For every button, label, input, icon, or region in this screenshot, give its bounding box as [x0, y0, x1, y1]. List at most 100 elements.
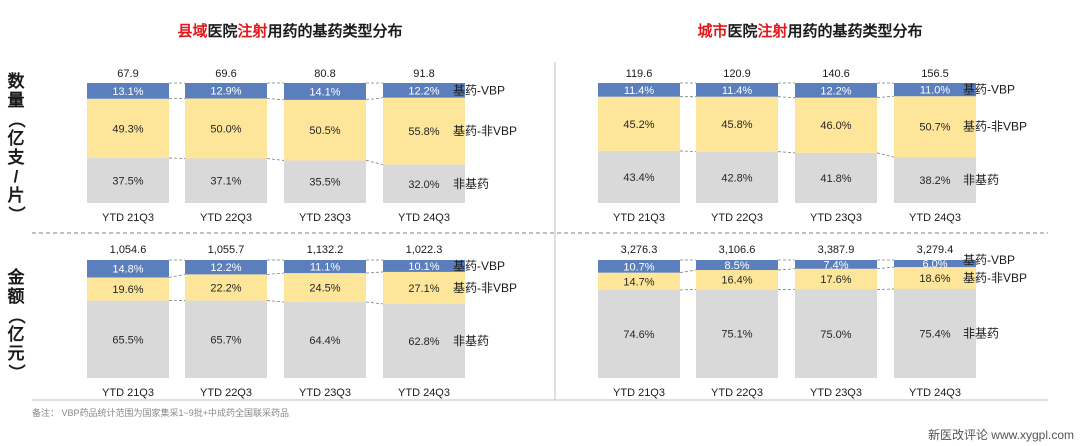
connector-line — [679, 288, 697, 291]
total-label: 3,106.6 — [719, 244, 756, 256]
data-label-nonvbp: 50.5% — [309, 125, 340, 137]
bar-segment-vbp — [894, 260, 976, 268]
row-label-amount: 金 额 （ 亿 元 ） — [6, 268, 26, 381]
city-panel-title: 城市医院注射用药的基药类型分布 — [620, 20, 1000, 41]
total-label: 69.6 — [215, 68, 236, 80]
bar-segment-vbp — [383, 260, 465, 272]
data-label-nonvbp: 49.3% — [112, 123, 143, 135]
bar-segment-nonbasic — [284, 160, 366, 203]
total-label: 1,055.7 — [208, 244, 245, 256]
category-label: YTD 21Q3 — [613, 387, 665, 399]
bar-segment-nonvbp — [383, 97, 465, 165]
data-label-nonbasic: 62.8% — [408, 336, 439, 348]
data-label-nonbasic: 65.5% — [112, 334, 143, 346]
bar-segment-vbp — [598, 260, 680, 273]
title-highlight-injection: 注射 — [757, 23, 788, 40]
connector-line — [168, 157, 186, 159]
data-label-nonvbp: 14.7% — [623, 276, 654, 288]
legend-nonvbp: 基药-非VBP — [963, 120, 1027, 134]
row-label-volume: 数 量 （ 亿 支 / 片 ） — [6, 72, 26, 223]
total-label: 120.9 — [723, 68, 751, 80]
bar-segment-vbp — [284, 83, 366, 100]
connector-line — [266, 300, 285, 303]
data-label-vbp: 12.2% — [408, 85, 439, 97]
title-highlight-county: 县域 — [177, 23, 208, 40]
bar-segment-nonbasic — [284, 302, 366, 378]
category-label: YTD 24Q3 — [398, 387, 450, 399]
bar-segment-vbp — [894, 83, 976, 97]
connector-line — [777, 268, 796, 271]
total-label: 3,279.4 — [917, 244, 954, 256]
bar-segment-nonvbp — [284, 99, 366, 161]
data-label-vbp: 8.5% — [724, 260, 749, 272]
data-label-nonbasic: 74.6% — [623, 329, 654, 341]
data-label-vbp: 6.0% — [922, 259, 947, 271]
bar-segment-nonvbp — [598, 96, 680, 151]
category-label: YTD 24Q3 — [909, 387, 961, 399]
data-label-nonvbp: 45.2% — [623, 119, 654, 131]
county-panel-title: 县域医院注射用药的基药类型分布 — [100, 20, 480, 41]
title-highlight-injection: 注射 — [237, 23, 268, 40]
bar-segment-nonbasic — [383, 303, 465, 378]
data-label-vbp: 10.1% — [408, 261, 439, 273]
bar-segment-nonbasic — [795, 152, 877, 203]
data-label-vbp: 7.4% — [823, 259, 848, 271]
legend-vbp: 基药-VBP — [453, 83, 505, 97]
bar-segment-vbp — [696, 260, 778, 271]
data-label-nonbasic: 75.4% — [919, 329, 950, 341]
legend-nonvbp: 基药-非VBP — [453, 281, 517, 295]
connector-line — [876, 95, 895, 99]
data-label-nonbasic: 64.4% — [309, 335, 340, 347]
category-label: YTD 23Q3 — [299, 212, 351, 224]
data-label-nonbasic: 37.1% — [210, 176, 241, 188]
footnote: 备注： VBP药品统计范围为国家集采1~9批+中成药全国联采药品 — [32, 408, 290, 418]
data-label-nonbasic: 43.4% — [623, 172, 654, 184]
bar-segment-nonvbp — [696, 96, 778, 152]
category-label: YTD 22Q3 — [711, 387, 763, 399]
connector-line — [365, 97, 384, 101]
bar-segment-vbp — [185, 83, 267, 99]
data-label-nonbasic: 41.8% — [820, 173, 851, 185]
legend-vbp: 基药-VBP — [453, 259, 505, 273]
data-label-nonbasic: 65.7% — [210, 334, 241, 346]
bar-segment-nonbasic — [598, 289, 680, 378]
data-label-nonvbp: 55.8% — [408, 126, 439, 138]
bar-segment-nonbasic — [87, 300, 169, 378]
category-label: YTD 21Q3 — [102, 212, 154, 224]
data-label-nonbasic: 75.0% — [820, 329, 851, 341]
data-label-vbp: 11.0% — [920, 85, 951, 97]
bar-segment-nonbasic — [383, 164, 465, 203]
bar-segment-nonvbp — [284, 273, 366, 303]
data-label-nonvbp: 16.4% — [721, 275, 752, 287]
title-text-rest: 用药的基药类型分布 — [787, 23, 923, 40]
data-label-nonvbp: 27.1% — [408, 283, 439, 295]
category-label: YTD 22Q3 — [200, 212, 252, 224]
total-label: 119.6 — [626, 68, 653, 80]
bar-segment-vbp — [383, 83, 465, 98]
bar-segment-vbp — [87, 260, 169, 278]
data-label-nonbasic: 38.2% — [919, 175, 950, 187]
data-label-vbp: 14.1% — [309, 86, 340, 98]
connector-line — [876, 266, 895, 270]
legend-vbp: 基药-VBP — [963, 83, 1015, 97]
connector-line — [365, 160, 384, 165]
category-label: YTD 23Q3 — [299, 387, 351, 399]
title-text-rest: 用药的基药类型分布 — [267, 23, 403, 40]
legend-nonbasic: 非基药 — [963, 173, 999, 187]
legend-nonbasic: 非基药 — [453, 177, 489, 191]
data-label-nonbasic: 35.5% — [309, 177, 340, 189]
bar-segment-nonvbp — [795, 97, 877, 153]
bar-segment-nonvbp — [185, 98, 267, 159]
data-label-vbp: 14.8% — [112, 264, 143, 276]
data-label-nonvbp: 17.6% — [820, 274, 851, 286]
connector-line — [777, 151, 796, 154]
data-label-nonbasic: 75.1% — [721, 329, 752, 341]
connector-line — [266, 272, 285, 275]
legend-vbp: 基药-VBP — [963, 253, 1015, 267]
data-label-vbp: 11.1% — [310, 262, 341, 274]
data-label-vbp: 12.2% — [210, 262, 241, 274]
category-label: YTD 21Q3 — [613, 212, 665, 224]
data-label-nonbasic: 37.5% — [112, 175, 143, 187]
data-label-vbp: 12.9% — [210, 86, 241, 98]
